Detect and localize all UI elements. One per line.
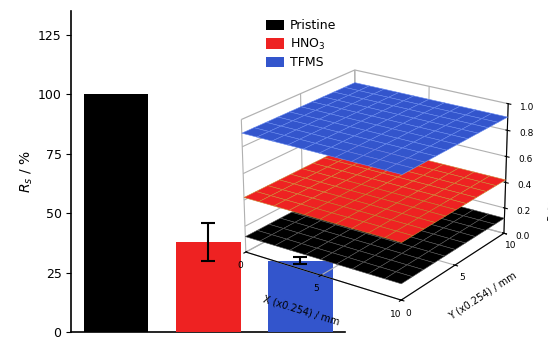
X-axis label: X (x0.254) / mm: X (x0.254) / mm [261, 294, 340, 327]
Bar [268, 261, 333, 332]
Y-axis label: $R_s$ / %: $R_s$ / % [19, 150, 35, 193]
Y-axis label: Y (x0.254) / mm: Y (x0.254) / mm [447, 270, 518, 322]
Bar [84, 94, 149, 332]
Bar [176, 242, 241, 332]
Legend: Pristine, HNO$_3$, TFMS: Pristine, HNO$_3$, TFMS [264, 17, 339, 72]
